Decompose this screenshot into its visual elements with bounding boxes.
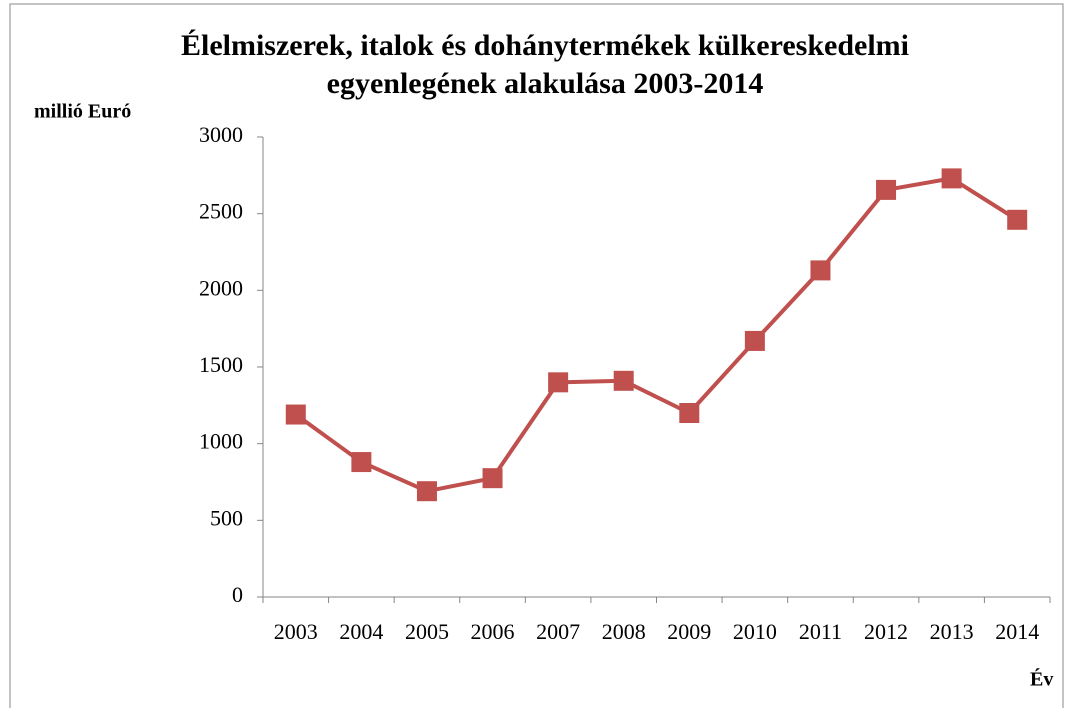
y-tick-label: 3000 [199, 122, 243, 147]
x-tick-label: 2008 [602, 619, 646, 644]
marker [416, 481, 437, 502]
y-tick-label: 0 [232, 582, 243, 607]
y-axis-title: millió Euró [34, 101, 131, 123]
series-line [294, 176, 1019, 494]
y-tick-label: 2000 [199, 275, 243, 300]
y-tick-label: 1000 [199, 429, 243, 454]
marker [482, 468, 503, 489]
x-tick-label: 2010 [733, 619, 777, 644]
marker [679, 403, 700, 423]
marker [548, 372, 569, 393]
x-tick-label: 2009 [667, 619, 711, 644]
marker [1007, 209, 1028, 230]
x-tick-label: 2005 [405, 619, 449, 644]
y-tick-label: 2500 [199, 199, 243, 224]
y-tick-label: 1500 [199, 352, 243, 377]
x-tick-label: 2012 [864, 619, 908, 644]
marker [285, 404, 306, 425]
x-tick-label: 2006 [471, 619, 515, 644]
frame [9, 3, 1064, 708]
x-tick-label: 2007 [536, 619, 580, 644]
marker [941, 168, 962, 189]
x-axis-title: Év [1030, 668, 1053, 691]
x-tick-label: 2004 [339, 619, 383, 644]
x-tick-label: 2014 [995, 619, 1039, 644]
marker [744, 330, 765, 351]
marker [876, 179, 897, 200]
marker [613, 370, 634, 391]
y-tick-label: 500 [210, 505, 243, 530]
marker [351, 452, 372, 473]
x-tick-label: 2013 [930, 619, 974, 644]
marker [810, 260, 831, 281]
chart-title: egyenlegének alakulása 2003-2014 [327, 67, 764, 100]
chart-title: Élelmiszerek, italok és dohánytermékek k… [181, 29, 909, 62]
x-tick-label: 2011 [799, 619, 842, 644]
x-tick-label: 2003 [274, 619, 318, 644]
